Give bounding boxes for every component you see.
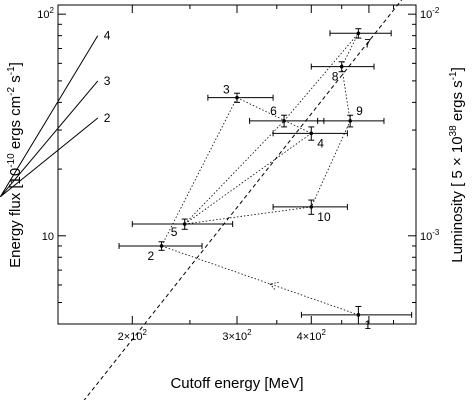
reference-line xyxy=(83,0,403,400)
point-marker xyxy=(356,313,361,317)
point-label: 4 xyxy=(317,136,324,150)
fan-line-label: 4 xyxy=(104,29,111,43)
data-point-2: 2 xyxy=(118,241,203,263)
reference-dashed-line xyxy=(83,0,403,400)
x-tick-label: 4×102 xyxy=(297,328,327,343)
point-label: 5 xyxy=(171,225,178,239)
point-label: 9 xyxy=(356,104,363,118)
y-axis-title: Energy flux [10-10 ergs cm-2 s-1] xyxy=(6,62,24,268)
connecting-path xyxy=(161,33,359,316)
x-tick-label: 2×102 xyxy=(118,328,148,343)
fan-line-label: 2 xyxy=(104,111,111,125)
path-segment xyxy=(184,206,312,225)
point-marker xyxy=(235,95,239,100)
fan-line-label: 3 xyxy=(104,74,111,88)
path-segment xyxy=(341,66,351,121)
point-label: 8 xyxy=(332,70,339,84)
data-point-8: 8 xyxy=(310,61,375,84)
data-point-1: 1 xyxy=(300,305,413,332)
fan-line xyxy=(0,80,99,198)
x-tick-label: 3×102 xyxy=(222,328,252,343)
x-axis-title: Cutoff energy [MeV] xyxy=(170,375,303,392)
path-arrow-head xyxy=(269,281,279,291)
point-marker xyxy=(309,131,314,136)
point-label: 10 xyxy=(317,210,331,224)
power-law-fan: 4 3 2 xyxy=(0,29,111,198)
y-tick-label: 102 xyxy=(37,6,54,21)
point-marker xyxy=(159,244,164,248)
data-point-10: 10 xyxy=(272,199,348,224)
fan-line xyxy=(0,117,99,198)
data-point-4: 4 xyxy=(272,126,348,150)
y2-axis-title: Luminosity [ 5 × 1038 ergs s-1] xyxy=(448,67,466,263)
fan-line xyxy=(0,35,99,198)
path-segment xyxy=(184,120,285,225)
point-marker xyxy=(348,119,352,123)
data-point-9: 9 xyxy=(317,104,385,128)
point-marker xyxy=(339,64,344,69)
data-point-6: 6 xyxy=(249,104,325,128)
point-marker xyxy=(182,222,187,226)
point-label: 7 xyxy=(364,36,371,50)
point-marker xyxy=(309,205,314,209)
point-marker xyxy=(356,31,361,36)
plot-frame xyxy=(57,4,417,325)
y2-tick-label: 10-3 xyxy=(420,228,440,243)
y2-tick-label: 10-2 xyxy=(420,6,440,21)
path-segment xyxy=(184,132,312,225)
data-point-5: 5 xyxy=(131,218,234,239)
point-label: 3 xyxy=(223,83,230,97)
data-point-3: 3 xyxy=(207,83,274,103)
data-points: 1 2 3 4 5 6 7 8 9 10 xyxy=(118,28,413,332)
y-tick-label: 10 xyxy=(42,231,54,243)
path-segment xyxy=(161,245,359,316)
point-label: 6 xyxy=(270,104,277,118)
point-label: 1 xyxy=(364,318,371,332)
point-label: 2 xyxy=(148,249,155,263)
path-segment xyxy=(341,33,359,67)
point-marker xyxy=(282,119,286,123)
path-segment xyxy=(283,33,359,122)
data-point-7: 7 xyxy=(329,28,392,50)
